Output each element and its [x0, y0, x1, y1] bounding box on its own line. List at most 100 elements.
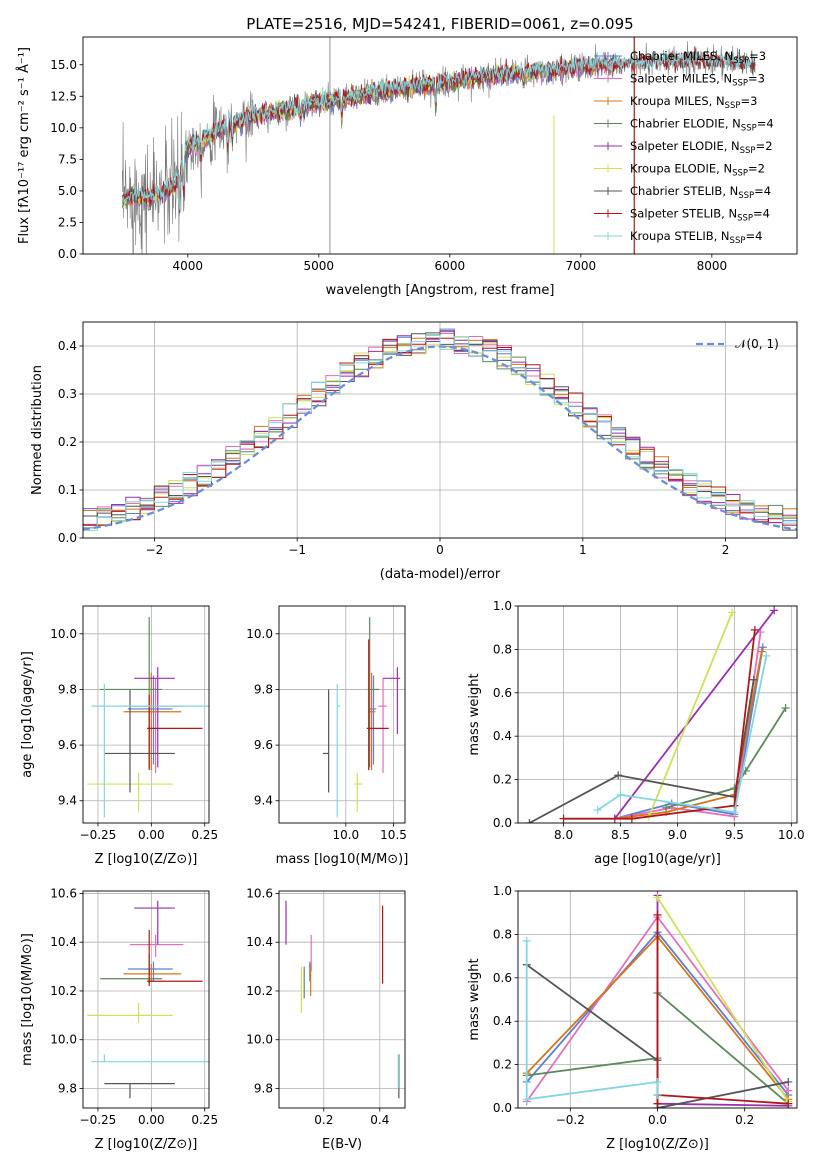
- legend-suffix: =4: [757, 117, 774, 131]
- y-tick-label: 2.5: [58, 215, 77, 229]
- axes-frame: [278, 605, 406, 824]
- x-tick-label: −1: [288, 543, 306, 557]
- weight-marker: [616, 790, 625, 799]
- legend-suffix: =4: [753, 207, 770, 221]
- x-tick-label: −2: [146, 543, 164, 557]
- spectrum-panel: 4000 5000 6000 7000 8000 0.0 2.5 5.0 7.5 10.0 12.5…: [16, 36, 798, 298]
- axes-frame: [517, 605, 798, 824]
- legend-suffix: =2: [756, 139, 773, 153]
- x-tick-label: 0.00: [138, 828, 165, 842]
- x-axis-label: Z [log10(Z/Z⊙)]: [95, 852, 198, 867]
- y-tick-label: 0.8: [493, 642, 512, 656]
- y-axis-label: age [log10(age/yr)]: [20, 651, 35, 778]
- weight-marker: [653, 893, 662, 902]
- y-tick-label: 9.6: [58, 738, 77, 752]
- x-tick-label: −0.25: [80, 1113, 117, 1127]
- y-tick-label: 10.4: [246, 935, 273, 949]
- y-tick-label: 9.8: [254, 682, 273, 696]
- weight-marker: [757, 647, 766, 656]
- axes-frame: [82, 36, 798, 255]
- x-tick-label: 8000: [697, 259, 728, 273]
- y-tick-label: 10.6: [50, 886, 77, 900]
- weight-marker: [522, 936, 531, 945]
- weight-marker: [730, 808, 739, 817]
- x-axis-label: (data-model)/error: [380, 567, 501, 582]
- legend-suffix: =3: [740, 94, 757, 108]
- x-tick-label: 6000: [435, 259, 466, 273]
- weight-line: [656, 914, 789, 1105]
- y-tick-label: 1.0: [493, 599, 512, 613]
- plot-content: [285, 900, 400, 1099]
- weight-marker: [653, 1099, 662, 1108]
- y-tick-label: 9.8: [254, 1081, 273, 1095]
- weight-marker: [781, 703, 790, 712]
- weight-marker: [728, 608, 737, 617]
- weight-marker: [758, 643, 767, 652]
- x-tick-label: 0.2: [314, 1113, 333, 1127]
- legend-label: Salpeter MILES, NSSP=3: [630, 72, 765, 89]
- x-tick-label: 0.2: [735, 1113, 754, 1127]
- x-tick-label: 4000: [173, 259, 204, 273]
- x-tick-label: 0.0: [648, 1113, 667, 1127]
- plot-content: [522, 891, 793, 1108]
- plot-content: [83, 328, 797, 538]
- x-axis-label: Z [log10(Z/Z⊙)]: [606, 1137, 709, 1152]
- plot-content: [87, 617, 209, 818]
- x-axis-label: mass [log10(M/M⊙)]: [276, 852, 409, 867]
- legend-subscript: SSP: [732, 169, 748, 179]
- y-tick-label: 0.2: [58, 435, 77, 449]
- x-tick-label: 2: [722, 543, 730, 557]
- weight-line: [665, 707, 787, 809]
- y-tick-label: 9.4: [254, 794, 273, 808]
- y-tick-label: 10.0: [50, 121, 77, 135]
- plot-area: [83, 606, 209, 823]
- weight-marker: [614, 771, 623, 780]
- y-tick-label: 10.0: [246, 627, 273, 641]
- y-tick-label: 0.4: [493, 1014, 512, 1028]
- x-tick-label: 5000: [304, 259, 335, 273]
- weight-marker: [784, 1077, 793, 1086]
- weight-line: [597, 655, 768, 814]
- y-tick-label: 0.0: [58, 247, 77, 261]
- weight-marker: [750, 625, 759, 634]
- x-tick-label: 0: [436, 543, 444, 557]
- mass-vs-metallicity-panel: −0.25 0.00 0.25 9.8 10.0 10.2 10.4 10.6 Z [log10…: [20, 886, 218, 1152]
- x-tick-label: 8.0: [554, 828, 573, 842]
- x-tick-label: 9.5: [725, 828, 744, 842]
- age-vs-metallicity-panel: −0.25 0.00 0.25 9.4 9.6 9.8 10.0 Z [log10(Z/Z⊙)…: [20, 605, 218, 867]
- legend-subscript: SSP: [737, 214, 753, 224]
- model-spectrum: [121, 51, 756, 210]
- y-axis-label: mass weight: [467, 958, 482, 1040]
- axes-frame: [517, 890, 798, 1109]
- y-tick-label: 10.4: [50, 935, 77, 949]
- axes-frame: [82, 321, 798, 539]
- legend-label: Kroupa ELODIE, NSSP=2: [630, 162, 765, 179]
- legend-subscript: SSP: [741, 124, 757, 134]
- residual-histogram: [83, 335, 797, 538]
- legend-label: Chabrier MILES, NSSP=3: [630, 49, 766, 66]
- plot-area: [279, 891, 405, 1108]
- x-tick-label: 0.4: [370, 1113, 389, 1127]
- legend-label: Chabrier STELIB, NSSP=4: [630, 184, 771, 201]
- weight-marker: [662, 803, 671, 812]
- figure-title: PLATE=2516, MJD=54241, FIBERID=0061, z=0…: [246, 15, 633, 33]
- weight-vs-metallicity-panel: −0.2 0.0 0.2 0.0 0.2 0.4 0.6 0.8 1.0 Z [log10(Z/Z…: [467, 884, 798, 1152]
- gaussian-reference: [83, 345, 797, 531]
- y-tick-label: 1.0: [493, 884, 512, 898]
- axes-frame: [82, 605, 210, 824]
- x-tick-label: 0.25: [191, 1113, 218, 1127]
- axes-frame: [82, 890, 210, 1109]
- weight-line: [528, 679, 755, 823]
- y-tick-label: 9.4: [58, 794, 77, 808]
- legend-suffix: =2: [748, 162, 765, 176]
- y-axis-label: mass [log10(M/M⊙)]: [20, 933, 35, 1066]
- y-tick-label: 9.8: [58, 1081, 77, 1095]
- legend-label: Chabrier ELODIE, NSSP=4: [630, 117, 774, 134]
- legend-label: Salpeter ELODIE, NSSP=2: [630, 139, 773, 156]
- y-tick-label: 10.2: [50, 984, 77, 998]
- y-tick-label: 0.8: [493, 927, 512, 941]
- x-tick-label: 10.5: [380, 828, 407, 842]
- y-tick-label: 10.0: [246, 1033, 273, 1047]
- x-axis-label: wavelength [Angstrom, rest frame]: [326, 283, 555, 298]
